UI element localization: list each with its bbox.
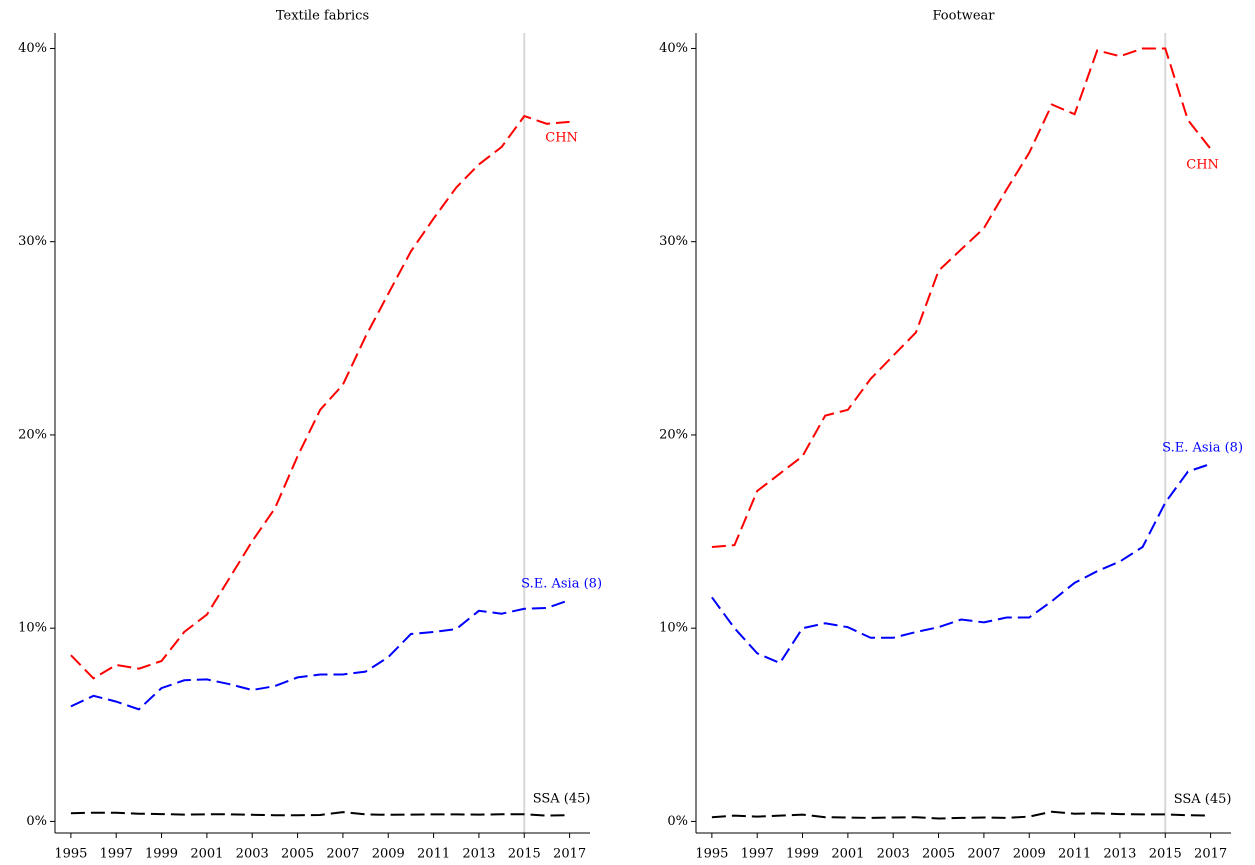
- y-tick-label: 0%: [667, 814, 688, 829]
- series-label: S.E. Asia (8): [521, 577, 602, 592]
- series-line: [70, 114, 570, 680]
- series-label: SSA (45): [1174, 792, 1232, 807]
- y-tick-label: 20%: [18, 427, 47, 442]
- x-tick-label: 1995: [54, 847, 87, 862]
- x-tick-label: 2007: [967, 847, 1000, 862]
- x-tick-label: 2003: [877, 847, 910, 862]
- series-label: CHN: [545, 130, 578, 145]
- y-tick-label: 20%: [659, 427, 688, 442]
- series-label: SSA (45): [533, 792, 591, 807]
- x-tick-label: 2011: [417, 847, 450, 862]
- x-tick-label: 2001: [831, 847, 864, 862]
- y-tick-label: 0%: [26, 814, 47, 829]
- x-tick-label: 1997: [741, 847, 774, 862]
- y-tick-label: 40%: [18, 41, 47, 56]
- x-tick-label: 2015: [508, 847, 541, 862]
- series-label: S.E. Asia (8): [1162, 440, 1243, 455]
- series-line: [70, 811, 570, 817]
- y-tick-label: 30%: [659, 234, 688, 249]
- series-line: [711, 810, 1211, 820]
- x-tick-label: 2017: [1194, 847, 1227, 862]
- x-tick-label: 2005: [281, 847, 314, 862]
- y-tick-label: 40%: [659, 41, 688, 56]
- series-line: [711, 47, 1212, 548]
- chart-title: Textile fabrics: [276, 9, 369, 24]
- x-tick-label: 2005: [922, 847, 955, 862]
- x-tick-label: 2001: [190, 847, 223, 862]
- x-tick-label: 1997: [100, 847, 133, 862]
- y-tick-label: 10%: [18, 621, 47, 636]
- chart-title: Footwear: [933, 9, 996, 24]
- x-tick-label: 1995: [695, 847, 728, 862]
- x-tick-label: 2017: [553, 847, 586, 862]
- x-tick-label: 1999: [786, 847, 819, 862]
- x-tick-label: 2007: [326, 847, 359, 862]
- x-tick-label: 2015: [1149, 847, 1182, 862]
- series-line: [711, 462, 1211, 665]
- series-label: CHN: [1186, 157, 1219, 172]
- x-tick-label: 2013: [462, 847, 495, 862]
- x-tick-label: 2011: [1058, 847, 1091, 862]
- x-tick-label: 1999: [145, 847, 178, 862]
- y-tick-label: 30%: [18, 234, 47, 249]
- x-tick-label: 2009: [1013, 847, 1046, 862]
- x-tick-label: 2013: [1103, 847, 1136, 862]
- x-tick-label: 2003: [236, 847, 269, 862]
- series-line: [70, 599, 570, 711]
- y-tick-label: 10%: [659, 621, 688, 636]
- x-tick-label: 2009: [372, 847, 405, 862]
